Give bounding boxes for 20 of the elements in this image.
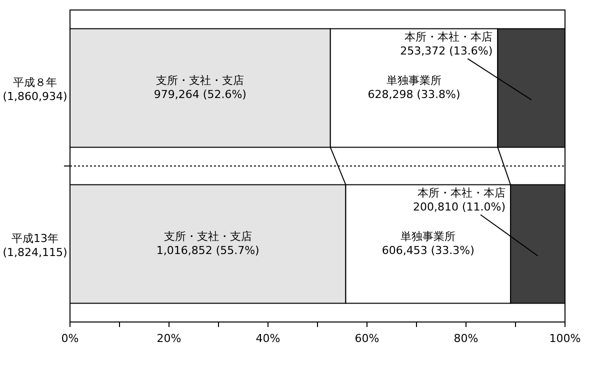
x-tick-label: 100% (549, 332, 581, 345)
series-label: 本所・本社・本店 (404, 30, 493, 44)
data-label: 200,810 (11.0%) (413, 200, 506, 214)
series-label: 単独事業所 (386, 74, 442, 87)
x-tick-label: 80% (454, 332, 478, 345)
x-tick-label: 60% (354, 332, 380, 345)
y-tick-label: 平成８年 (1,860,934) (2, 76, 68, 103)
data-label: 253,372 (13.6%) (400, 44, 493, 58)
x-tick-label: 0% (61, 332, 79, 345)
series-label: 支所・支社・支店 (156, 74, 244, 87)
data-label: 628,298 (33.8%) (368, 88, 460, 101)
x-tick-label: 40% (256, 332, 280, 345)
data-label: 979,264 (52.6%) (154, 88, 246, 101)
text: 単独事業所 (400, 230, 456, 243)
x-tick-label: 20% (156, 332, 182, 345)
text: 本所・本社・本店 (418, 186, 506, 200)
text: 支所・支社・支店 (164, 230, 252, 243)
data-label: 606,453 (33.3%) (382, 244, 474, 257)
y-tick-label: 平成13年 (1,824,115) (2, 232, 68, 259)
data-label: 1,016,852 (55.7%) (156, 244, 260, 257)
